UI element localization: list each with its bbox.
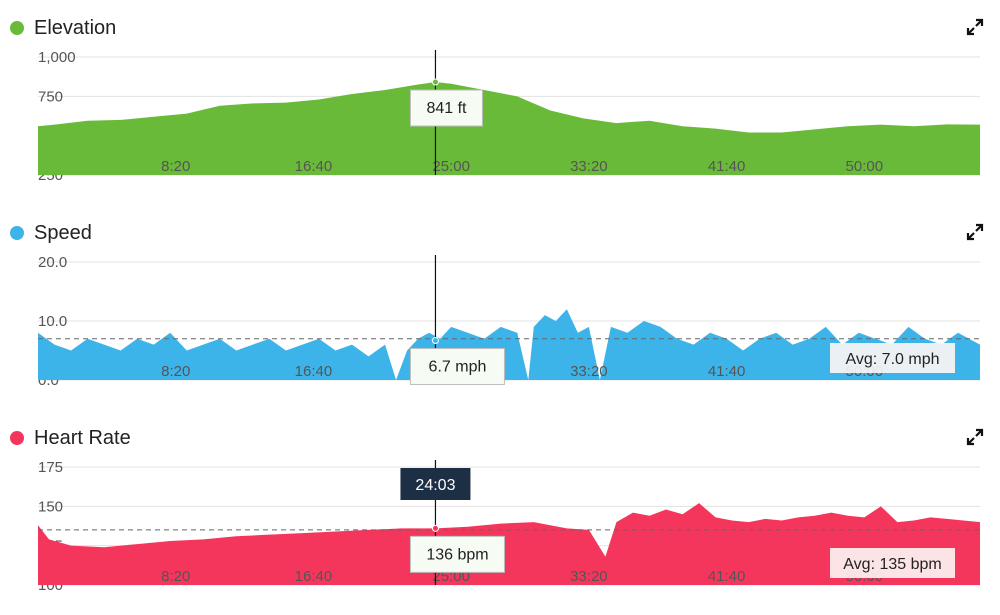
time-tooltip-text: 24:03 [415, 477, 455, 494]
x-tick-label: 41:40 [708, 568, 746, 585]
expand-icon[interactable] [966, 428, 984, 446]
x-tick-label: 8:20 [161, 568, 190, 585]
cursor-point [431, 78, 439, 86]
average-label-text: Avg: 7.0 mph [846, 351, 940, 368]
y-tick-label: 175 [38, 459, 63, 476]
speed-panel: Speed 0.010.020.08:2016:4025:0033:2041:4… [0, 205, 1000, 410]
elevation-chart[interactable]: 2505007501,0008:2016:4025:0033:2041:4050… [0, 0, 1000, 205]
x-tick-label: 33:20 [570, 158, 608, 175]
x-tick-label: 41:40 [708, 158, 746, 175]
elevation-title: Elevation [34, 16, 117, 39]
x-tick-label: 16:40 [295, 158, 333, 175]
series-area [38, 503, 980, 585]
speed-chart[interactable]: 0.010.020.08:2016:4025:0033:2041:4050:00… [0, 205, 1000, 410]
heart-rate-title: Heart Rate [34, 426, 131, 449]
average-label: Avg: 7.0 mph [830, 343, 955, 373]
cursor-point [431, 524, 439, 532]
x-tick-label: 8:20 [161, 363, 190, 380]
heart-rate-header: Heart Rate [10, 426, 131, 450]
y-tick-label: 750 [38, 88, 63, 105]
x-tick-label: 8:20 [161, 158, 190, 175]
y-tick-label: 150 [38, 498, 63, 515]
x-tick-label: 25:00 [432, 158, 470, 175]
elevation-panel: Elevation 2505007501,0008:2016:4025:0033… [0, 0, 1000, 205]
heart-rate-chart[interactable]: 1001251501758:2016:4025:0033:2041:4050:0… [0, 410, 1000, 615]
value-tooltip: 6.7 mph [409, 347, 505, 385]
x-tick-label: 41:40 [708, 363, 746, 380]
heart-rate-legend-dot [10, 431, 24, 445]
speed-header: Speed [10, 221, 92, 245]
speed-legend-dot [10, 226, 24, 240]
average-label-text: Avg: 135 bpm [843, 556, 941, 573]
heart-rate-panel: Heart Rate 1001251501758:2016:4025:0033:… [0, 410, 1000, 615]
y-tick-label: 10.0 [38, 313, 67, 330]
elevation-header: Elevation [10, 16, 116, 40]
series-area [38, 82, 980, 175]
series-area [38, 309, 980, 380]
x-tick-label: 33:20 [570, 363, 608, 380]
x-tick-label: 50:00 [846, 158, 884, 175]
tooltip-text: 841 ft [426, 100, 467, 117]
x-tick-label: 16:40 [295, 568, 333, 585]
value-tooltip: 841 ft [409, 89, 483, 127]
tooltip-text: 136 bpm [426, 546, 488, 563]
speed-title: Speed [34, 221, 92, 244]
x-tick-label: 33:20 [570, 568, 608, 585]
y-tick-label: 1,000 [38, 49, 76, 66]
x-tick-label: 16:40 [295, 363, 333, 380]
tooltip-text: 6.7 mph [429, 358, 487, 375]
time-tooltip: 24:03 [400, 468, 471, 500]
value-tooltip: 136 bpm [409, 535, 505, 573]
expand-icon[interactable] [966, 18, 984, 36]
y-tick-label: 20.0 [38, 254, 67, 271]
average-label: Avg: 135 bpm [830, 548, 955, 578]
expand-icon[interactable] [966, 223, 984, 241]
cursor-point [431, 336, 439, 344]
elevation-legend-dot [10, 21, 24, 35]
